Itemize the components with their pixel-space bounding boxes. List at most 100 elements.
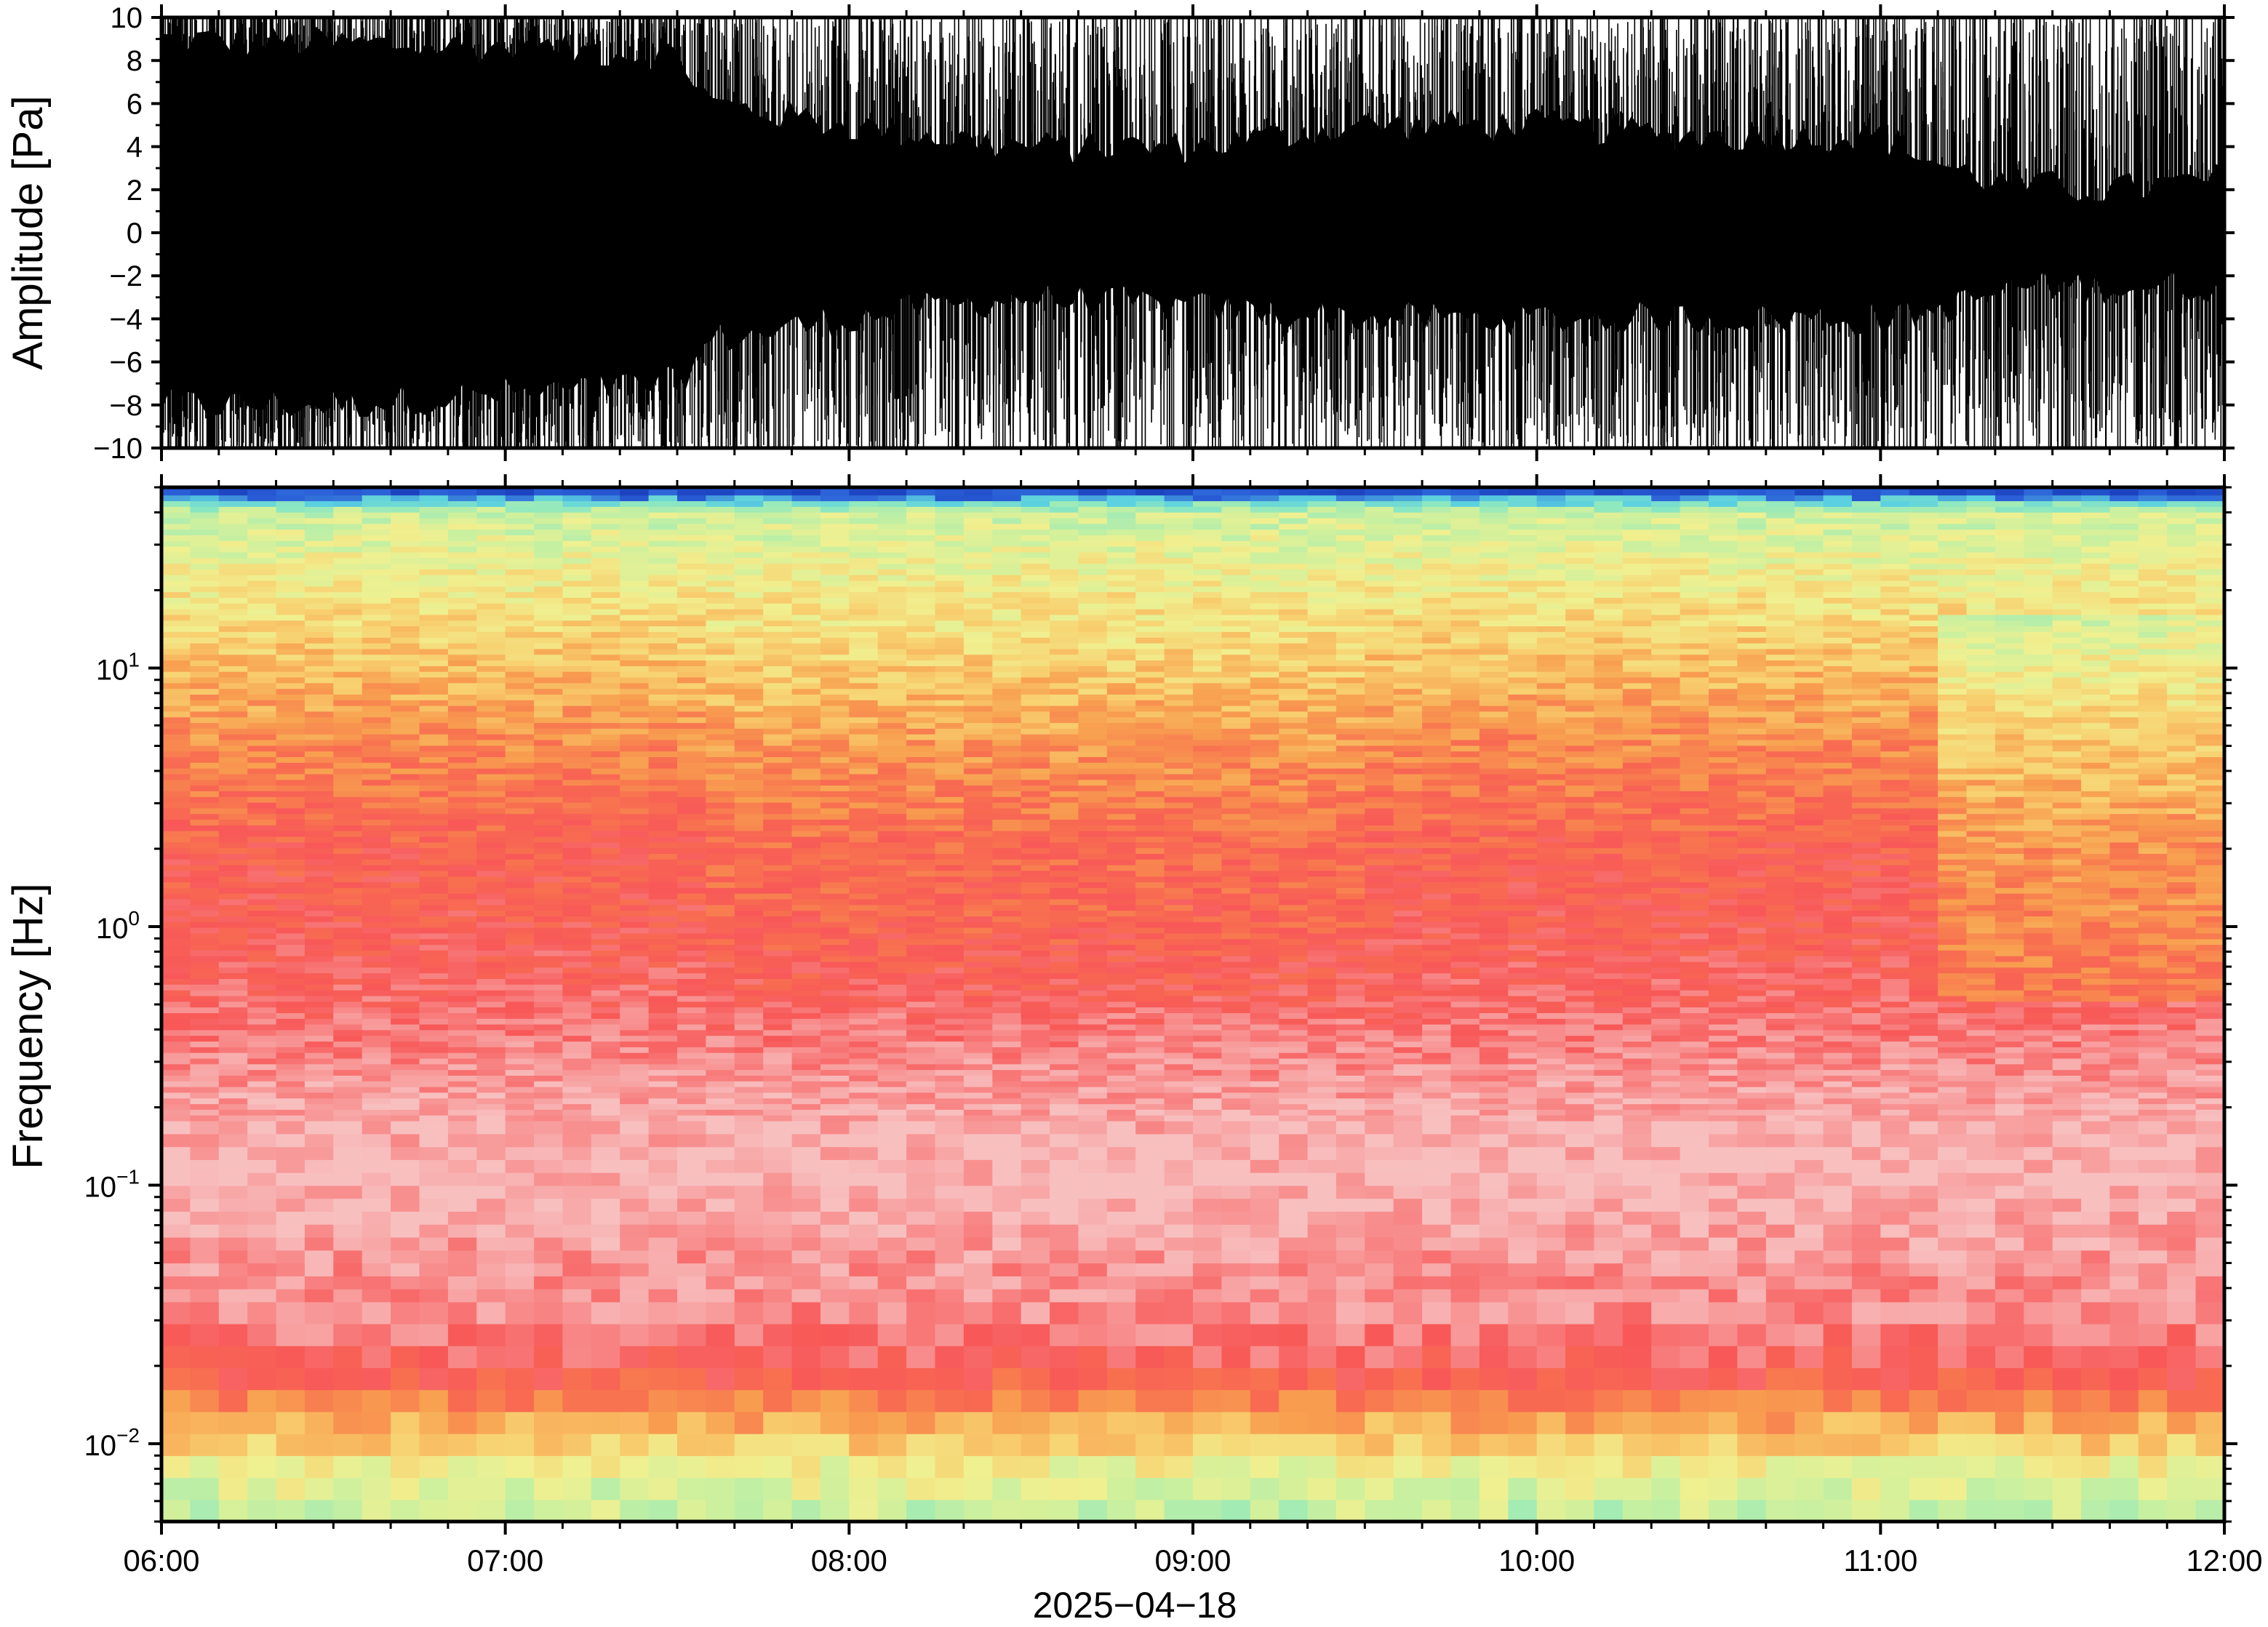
spectrogram-cell xyxy=(476,865,506,871)
spectrogram-cell xyxy=(1107,962,1136,967)
spectrogram-cell xyxy=(620,939,649,945)
spectrogram-cell xyxy=(849,762,878,768)
spectrogram-cell xyxy=(620,643,649,649)
spectrogram-cell xyxy=(964,1434,993,1456)
spectrogram-cell xyxy=(992,785,1021,791)
spectrogram-cell xyxy=(448,512,477,518)
spectrogram-cell xyxy=(620,796,649,802)
spectrogram-cell xyxy=(1078,853,1107,859)
spectrogram-cell xyxy=(820,1478,850,1500)
spectrogram-cell xyxy=(878,495,907,501)
spectrogram-cell xyxy=(792,615,821,620)
spectrogram-cell xyxy=(1050,649,1079,655)
spectrogram-cell xyxy=(1135,620,1165,626)
spectrogram-cell xyxy=(161,705,191,711)
spectrogram-cell xyxy=(276,1036,306,1042)
spectrogram-cell xyxy=(620,620,649,626)
spectrogram-cell xyxy=(820,922,850,927)
spectrogram-cell xyxy=(735,524,764,529)
spectrogram-cell xyxy=(935,1036,965,1042)
spectrogram-cell xyxy=(476,540,506,546)
spectrogram-cell xyxy=(1021,836,1050,842)
spectrogram-cell xyxy=(534,1036,563,1042)
spectrogram-cell xyxy=(706,1092,735,1098)
spectrogram-cell xyxy=(562,887,591,893)
spectrogram-cell xyxy=(792,756,821,762)
spectrogram-cell xyxy=(362,529,391,535)
spectrogram-cell xyxy=(649,518,678,524)
spectrogram-cell xyxy=(190,984,219,990)
spectrogram-cell xyxy=(1021,728,1050,734)
spectrogram-cell xyxy=(1107,665,1136,671)
spectrogram-cell xyxy=(706,1109,735,1115)
spectrogram-cell xyxy=(448,962,477,967)
spectrogram-cell xyxy=(1021,1058,1050,1064)
spectrogram-cell xyxy=(476,1302,506,1324)
spectrogram-cell xyxy=(878,558,907,564)
spectrogram-cell xyxy=(362,774,391,780)
spectrogram-cell xyxy=(649,694,678,700)
spectrogram-cell xyxy=(878,1047,907,1052)
spectrogram-cell xyxy=(935,694,965,700)
spectrogram-cell xyxy=(506,711,535,717)
spectrogram-cell xyxy=(1078,1134,1107,1147)
spectrogram-cell xyxy=(476,1052,506,1058)
spectrogram-cell xyxy=(820,1024,850,1030)
spectrogram-cell xyxy=(1021,689,1050,695)
spectrogram-cell xyxy=(420,1030,449,1036)
spectrogram-cell xyxy=(820,655,850,660)
spectrogram-cell xyxy=(420,1012,449,1018)
spectrogram-cell xyxy=(190,1047,219,1052)
spectrogram-cell xyxy=(506,973,535,979)
spectrogram-cell xyxy=(1078,882,1107,888)
spectrogram-cell xyxy=(620,495,649,501)
spectrogram-cell xyxy=(362,649,391,655)
spectrogram-cell xyxy=(276,1018,306,1024)
spectrogram-cell xyxy=(534,820,563,826)
spectrogram-cell xyxy=(1078,1087,1107,1092)
spectrogram-cell xyxy=(1165,671,1194,677)
spectrogram-cell xyxy=(1135,871,1165,876)
spectrogram-cell xyxy=(190,842,219,848)
spectrogram-cell xyxy=(1078,615,1107,620)
spectrogram-cell xyxy=(706,791,735,796)
spectrogram-cell xyxy=(849,756,878,762)
spectrogram-cell xyxy=(1050,882,1079,888)
spectrogram-cell xyxy=(792,1224,821,1237)
spectrogram-cell xyxy=(620,529,649,535)
spectrogram-cell xyxy=(1078,1390,1107,1412)
spectrogram-cell xyxy=(1050,796,1079,802)
spectrogram-cell xyxy=(219,859,248,865)
spectrogram-cell xyxy=(1165,762,1194,768)
spectrogram-cell xyxy=(391,620,420,626)
spectrogram-cell xyxy=(247,524,276,529)
spectrogram-cell xyxy=(1135,1036,1165,1042)
spectrogram-cell xyxy=(161,518,191,524)
spectrogram-cell xyxy=(1165,871,1194,876)
spectrogram-cell xyxy=(161,495,191,501)
spectrogram-cell xyxy=(1078,495,1107,501)
spectrogram-cell xyxy=(735,922,764,927)
spectrogram-cell xyxy=(878,1115,907,1121)
spectrogram-cell xyxy=(420,1109,449,1115)
spectrogram-cell xyxy=(448,649,477,655)
spectrogram-cell xyxy=(849,1263,878,1276)
spectrogram-cell xyxy=(735,728,764,734)
spectrogram-cell xyxy=(878,535,907,540)
spectrogram-cell xyxy=(735,1075,764,1081)
spectrogram-cell xyxy=(1050,984,1079,990)
spectrogram-cell xyxy=(1107,689,1136,695)
spectrogram-cell xyxy=(1135,535,1165,540)
spectrogram-cell xyxy=(562,1412,591,1434)
spectrogram-cell xyxy=(1165,1237,1194,1250)
spectrogram-cell xyxy=(391,814,420,820)
spectrogram-cell xyxy=(591,552,620,558)
spectrogram-cell xyxy=(849,825,878,831)
spectrogram-cell xyxy=(677,762,706,768)
spectrogram-cell xyxy=(1050,802,1079,808)
spectrogram-cell xyxy=(763,1289,792,1302)
spectrogram-cell xyxy=(506,1064,535,1070)
spectrogram-cell xyxy=(964,637,993,643)
spectrogram-cell xyxy=(964,887,993,893)
spectrogram-cell xyxy=(219,825,248,831)
